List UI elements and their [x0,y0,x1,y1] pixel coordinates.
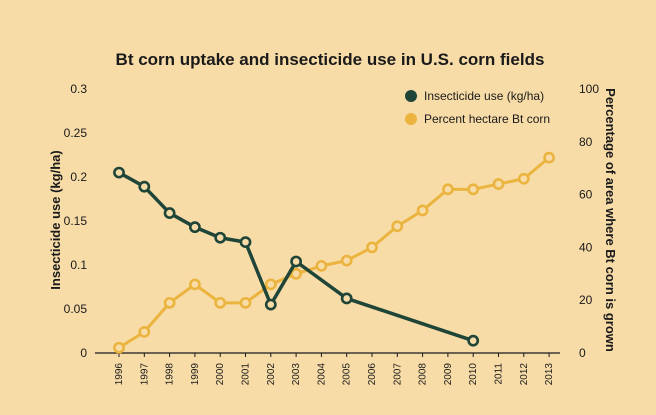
x-tick-label: 1998 [165,363,176,386]
left-y-axis-ticks: 0 0.05 0.1 0.15 0.2 0.25 0.3 [64,82,88,360]
x-tick-label: 2006 [367,363,378,386]
data-point-bt-corn [138,325,151,338]
series-line-insecticide [118,171,474,343]
x-tick-label: 2013 [544,363,555,386]
data-point-bt-corn [391,220,404,233]
data-point-insecticide [239,236,252,249]
left-y-tick-label: 0.05 [64,302,88,316]
data-point-insecticide [264,298,277,311]
left-y-tick-label: 0.1 [70,258,87,272]
data-point-bt-corn [517,172,530,185]
data-point-bt-corn [340,254,353,267]
data-point-bt-corn [416,204,429,217]
data-point-bt-corn [543,151,555,164]
left-y-tick-label: 0.25 [64,126,88,140]
left-y-tick-label: 0.3 [70,82,87,96]
data-point-insecticide [138,180,151,193]
data-point-bt-corn [188,278,201,291]
left-y-tick-label: 0.2 [70,170,87,184]
legend-label-bt-corn: Percent hectare Bt corn [424,112,550,126]
right-y-axis-label: Percentage of area where Bt corn is grow… [603,88,618,352]
data-point-bt-corn [290,267,302,280]
x-tick-label: 2007 [392,363,403,386]
data-point-bt-corn [163,296,176,309]
right-y-tick-label: 0 [579,346,586,360]
x-tick-label: 2001 [241,363,252,386]
x-tick-label: 1996 [114,363,125,386]
right-y-tick-label: 40 [579,240,593,254]
chart-title: Bt corn uptake and insecticide use in U.… [116,50,545,69]
data-point-bt-corn [467,183,480,196]
left-y-tick-label: 0 [80,346,87,360]
right-y-axis-ticks: 0 20 40 60 80 100 [579,82,599,360]
x-tick-label: 2000 [215,363,226,386]
x-tick-label: 2011 [494,363,505,385]
x-tick-label: 1999 [190,363,201,386]
data-point-insecticide [290,255,302,268]
right-y-tick-label: 100 [579,82,599,96]
x-tick-label: 2003 [291,363,302,386]
data-point-insecticide [214,231,227,244]
data-point-insecticide [163,207,176,219]
data-point-bt-corn [492,178,505,190]
right-y-tick-label: 80 [579,135,593,149]
data-point-bt-corn [113,341,125,354]
x-tick-label: 2010 [468,363,479,386]
x-tick-label: 2002 [266,363,277,386]
legend-label-insecticide: Insecticide use (kg/ha) [424,89,544,103]
left-y-tick-label: 0.15 [64,214,88,228]
series-layer [113,151,555,354]
x-tick-label: 2005 [342,363,353,386]
x-axis-ticks: 1996 1997 1998 1999 2000 2001 2002 2003 2004 2005… [114,353,555,385]
data-point-bt-corn [239,296,252,309]
left-y-axis-label: Insecticide use (kg/ha) [48,150,63,289]
data-point-bt-corn [366,241,378,254]
data-point-insecticide [188,221,201,234]
x-tick-label: 2009 [443,363,454,386]
right-y-tick-label: 20 [579,293,593,307]
legend-marker-insecticide [405,90,417,102]
legend: Insecticide use (kg/ha) Percent hectare … [405,89,550,126]
data-point-bt-corn [441,183,454,196]
data-point-insecticide [113,166,125,179]
data-point-bt-corn [315,259,328,272]
data-point-insecticide [340,292,353,305]
right-y-tick-label: 60 [579,188,593,202]
data-point-bt-corn [264,278,277,291]
data-point-bt-corn [214,296,227,309]
series-line-bt-corn [118,156,551,349]
x-tick-label: 2004 [316,363,327,386]
x-tick-label: 2008 [418,363,429,386]
data-point-insecticide [467,334,480,347]
x-tick-label: 2012 [519,363,530,386]
x-tick-label: 1997 [139,363,150,386]
legend-marker-bt-corn [405,113,417,125]
